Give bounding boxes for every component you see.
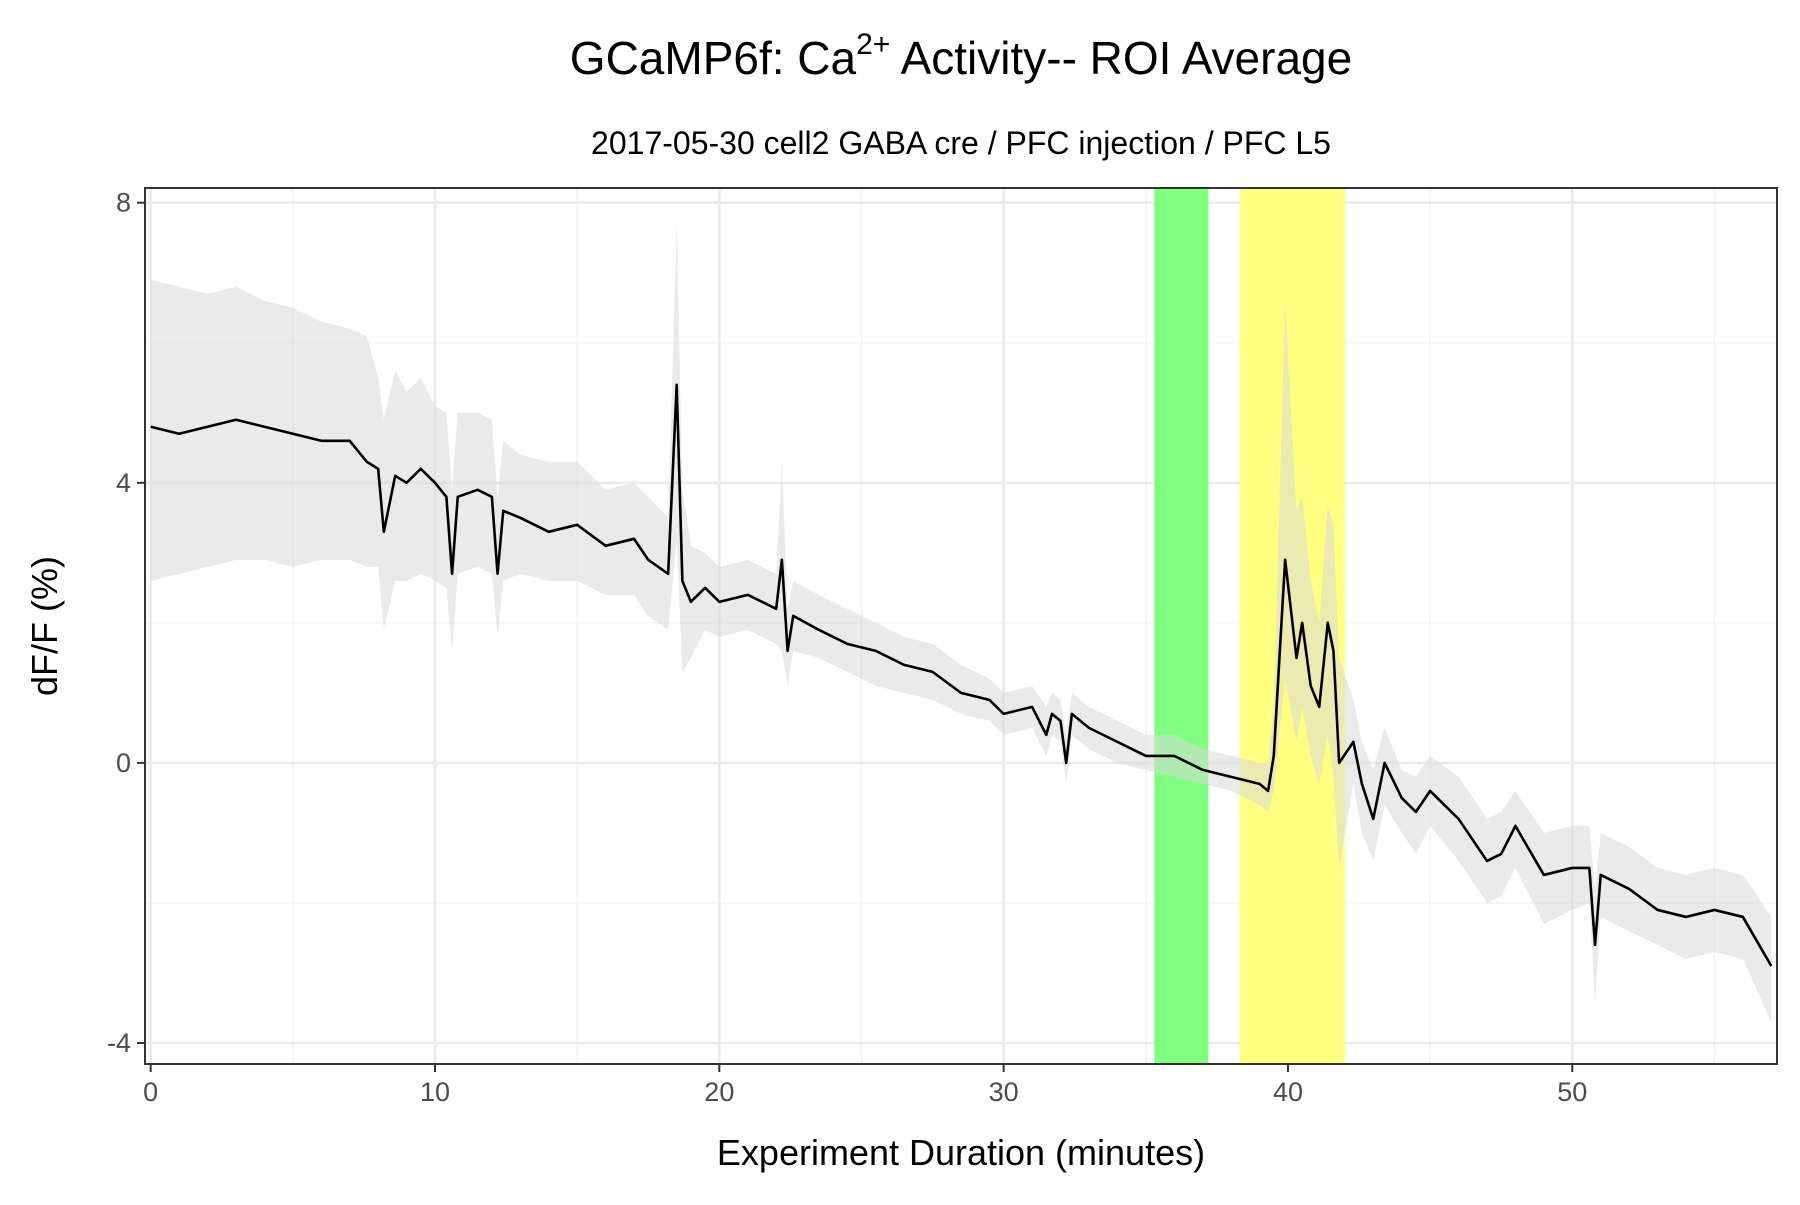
x-axis-label: Experiment Duration (minutes) <box>717 1132 1205 1173</box>
x-tick-label: 50 <box>1557 1077 1587 1107</box>
panel-border <box>144 187 1778 1065</box>
chart-subtitle: 2017-05-30 cell2 GABA cre / PFC injectio… <box>591 125 1331 161</box>
ribbon <box>150 223 1772 1022</box>
x-tick-label: 40 <box>1273 1077 1303 1107</box>
title-part: Activity-- ROI Average <box>890 32 1352 84</box>
title-part: GCaMP6f: Ca <box>570 32 857 84</box>
highlight-region <box>1154 188 1209 1064</box>
y-tick-label: -4 <box>107 1028 131 1058</box>
data-line <box>150 383 1773 967</box>
y-tick-label: 0 <box>116 748 131 778</box>
x-tick-label: 20 <box>704 1077 734 1107</box>
y-axis-label: dF/F (%) <box>24 556 65 696</box>
y-tick-label: 8 <box>116 188 131 218</box>
x-tick-label: 10 <box>420 1077 450 1107</box>
x-tick-label: 30 <box>989 1077 1019 1107</box>
title-superscript: 2+ <box>856 28 890 61</box>
chart-title: GCaMP6f: Ca2+ Activity-- ROI Average <box>570 28 1352 84</box>
x-tick-label: 0 <box>143 1077 158 1107</box>
y-tick-label: 4 <box>116 468 131 498</box>
